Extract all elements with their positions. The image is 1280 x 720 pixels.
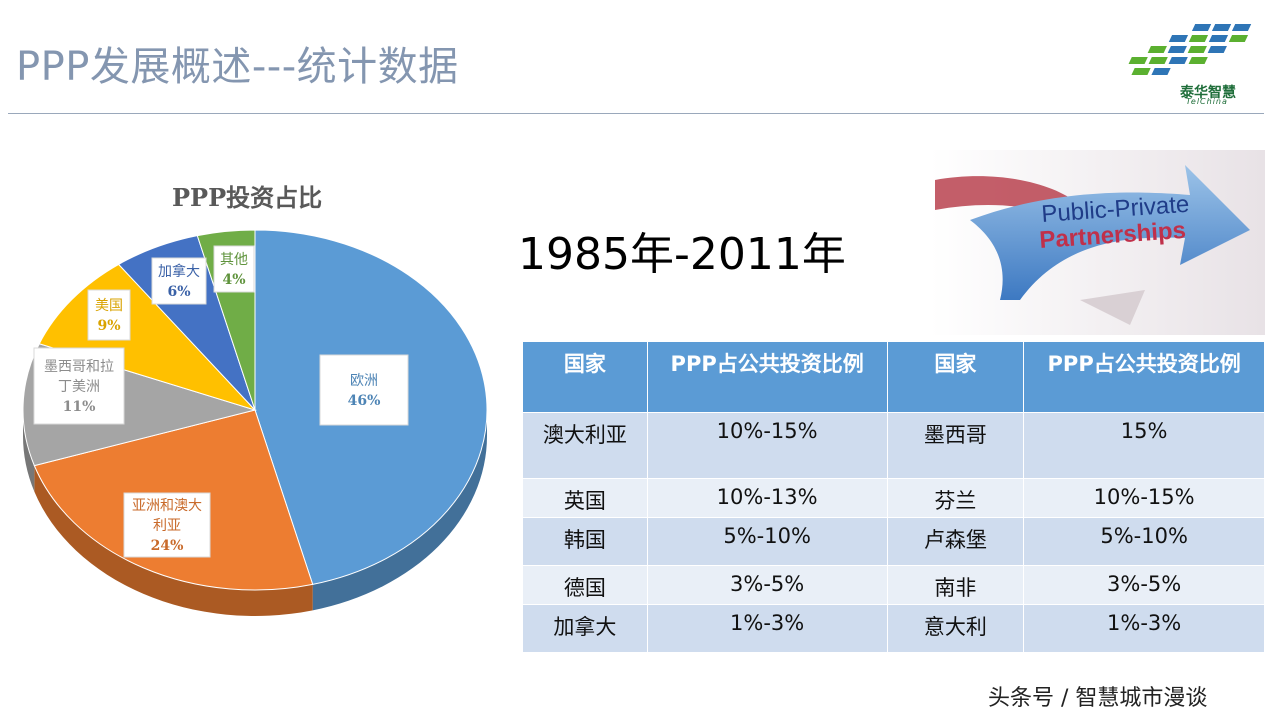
table-row: 加拿大 1%-3% 意大利 1%-3% [522,604,1265,653]
pie-slice-side [34,465,313,616]
pie-label-text: 美国 [95,298,123,314]
table-cell: 10%-15% [646,412,888,479]
table-header-row: 国家 PPP占公共投资比例 国家 PPP占公共投资比例 [522,341,1265,413]
table-cell: 韩国 [522,517,648,566]
pie-label-0: 欧洲 46% [319,354,409,426]
pie-label-text: 丁美洲 [58,379,100,395]
table-cell: 1%-3% [646,604,888,653]
pie-label-4: 加拿大 6% [151,257,207,305]
pie-label-text: 欧洲 [350,373,378,389]
table-cell: 南非 [886,565,1025,605]
table-cell: 10%-15% [1023,478,1265,518]
pie-label-value: 4% [222,272,245,288]
table-cell: 5%-10% [646,517,888,566]
table-row: 英国 10%-13% 芬兰 10%-15% [522,478,1265,518]
table-cell: 15% [1023,412,1265,479]
pie-label-text: 利亚 [153,518,181,534]
pie-label-text: 亚洲和澳大 [132,498,202,514]
table-cell: 意大利 [886,604,1025,653]
period-label: 1985年-2011年 [518,229,846,280]
slide-title: PPP发展概述---统计数据 [16,44,459,90]
pie-label-value: 9% [97,318,120,334]
footer-source: 头条号 / 智慧城市漫谈 [988,686,1208,711]
table-cell: 5%-10% [1023,517,1265,566]
table-row: 韩国 5%-10% 卢森堡 5%-10% [522,517,1265,566]
table-cell: 10%-13% [646,478,888,518]
logo-subtitle: TelChina [1186,97,1228,106]
pie-label-text: 墨西哥和拉 [44,359,114,375]
pie-label-5: 其他 4% [213,245,255,293]
header-ratio-2: PPP占公共投资比例 [1023,341,1265,413]
logo-name: 泰华智慧 [1180,85,1236,101]
pie-label-3: 美国 9% [87,289,131,341]
title-divider [8,113,1264,114]
table-cell: 墨西哥 [886,412,1025,479]
table-cell: 德国 [522,565,648,605]
arrow-red-icon [935,176,1080,225]
ppp-arrow-banner: Public-Private Partnerships [930,150,1265,335]
header-country-1: 国家 [522,341,648,413]
table-cell: 1%-3% [1023,604,1265,653]
table-cell: 加拿大 [522,604,648,653]
table-cell: 英国 [522,478,648,518]
ppp-ratio-table: 国家 PPP占公共投资比例 国家 PPP占公共投资比例 澳大利亚 10%-15%… [522,341,1265,653]
table-row: 德国 3%-5% 南非 3%-5% [522,565,1265,605]
table-cell: 3%-5% [1023,565,1265,605]
table-cell: 卢森堡 [886,517,1025,566]
pie-label-text: 其他 [220,252,248,268]
table-row: 澳大利亚 10%-15% 墨西哥 15% [522,412,1265,479]
pie-label-value: 24% [151,538,184,554]
table-cell: 芬兰 [886,478,1025,518]
pie-label-text: 加拿大 [158,263,200,280]
telchina-logo-icon [1128,24,1252,75]
table-cell: 3%-5% [646,565,888,605]
header-ratio-1: PPP占公共投资比例 [646,341,888,413]
pie-label-value: 11% [63,399,96,415]
pie-label-value: 6% [167,284,190,300]
header-country-2: 国家 [886,341,1025,413]
chart-title: PPP投资占比 [172,183,323,212]
table-cell: 澳大利亚 [522,412,648,479]
arrow-blue-icon [970,165,1250,300]
pie-label-value: 46% [348,393,381,409]
pie-slice-side [312,410,488,611]
